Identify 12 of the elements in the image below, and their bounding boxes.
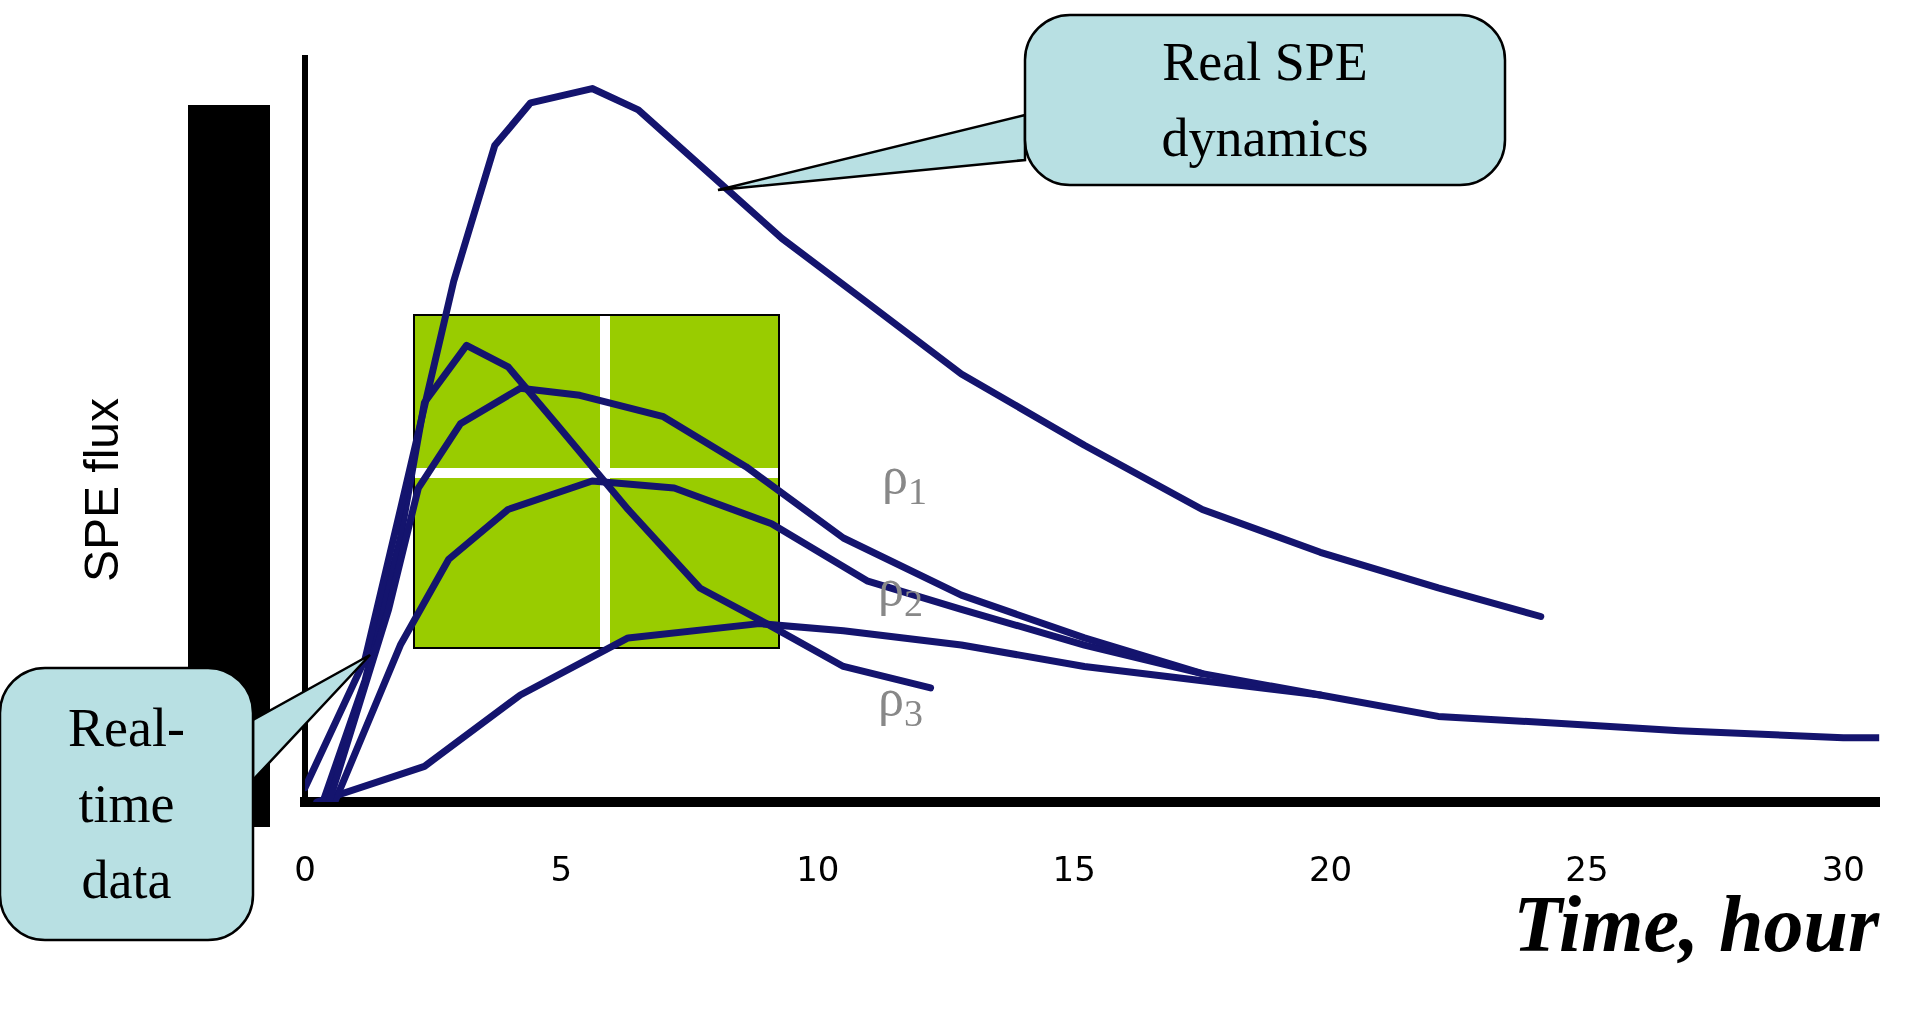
x-tick-label: 25 — [1565, 849, 1609, 890]
annotation: Real SPE dynamics — [1160, 31, 1370, 170]
x-tick-label: 30 — [1821, 849, 1865, 890]
x-tick-label: 15 — [1052, 849, 1096, 890]
x-tick-label: 5 — [550, 849, 573, 890]
x-tick-label: 10 — [796, 849, 840, 890]
series-label: ρ$_{3}$ — [878, 669, 923, 735]
text: Real-time data — [67, 697, 186, 912]
series-label: ρ$_{1}$ — [882, 447, 927, 513]
y-axis-title: SPE flux — [75, 397, 129, 583]
x-tick-label: 20 — [1308, 849, 1353, 890]
x-tick-label: 0 — [294, 849, 316, 890]
